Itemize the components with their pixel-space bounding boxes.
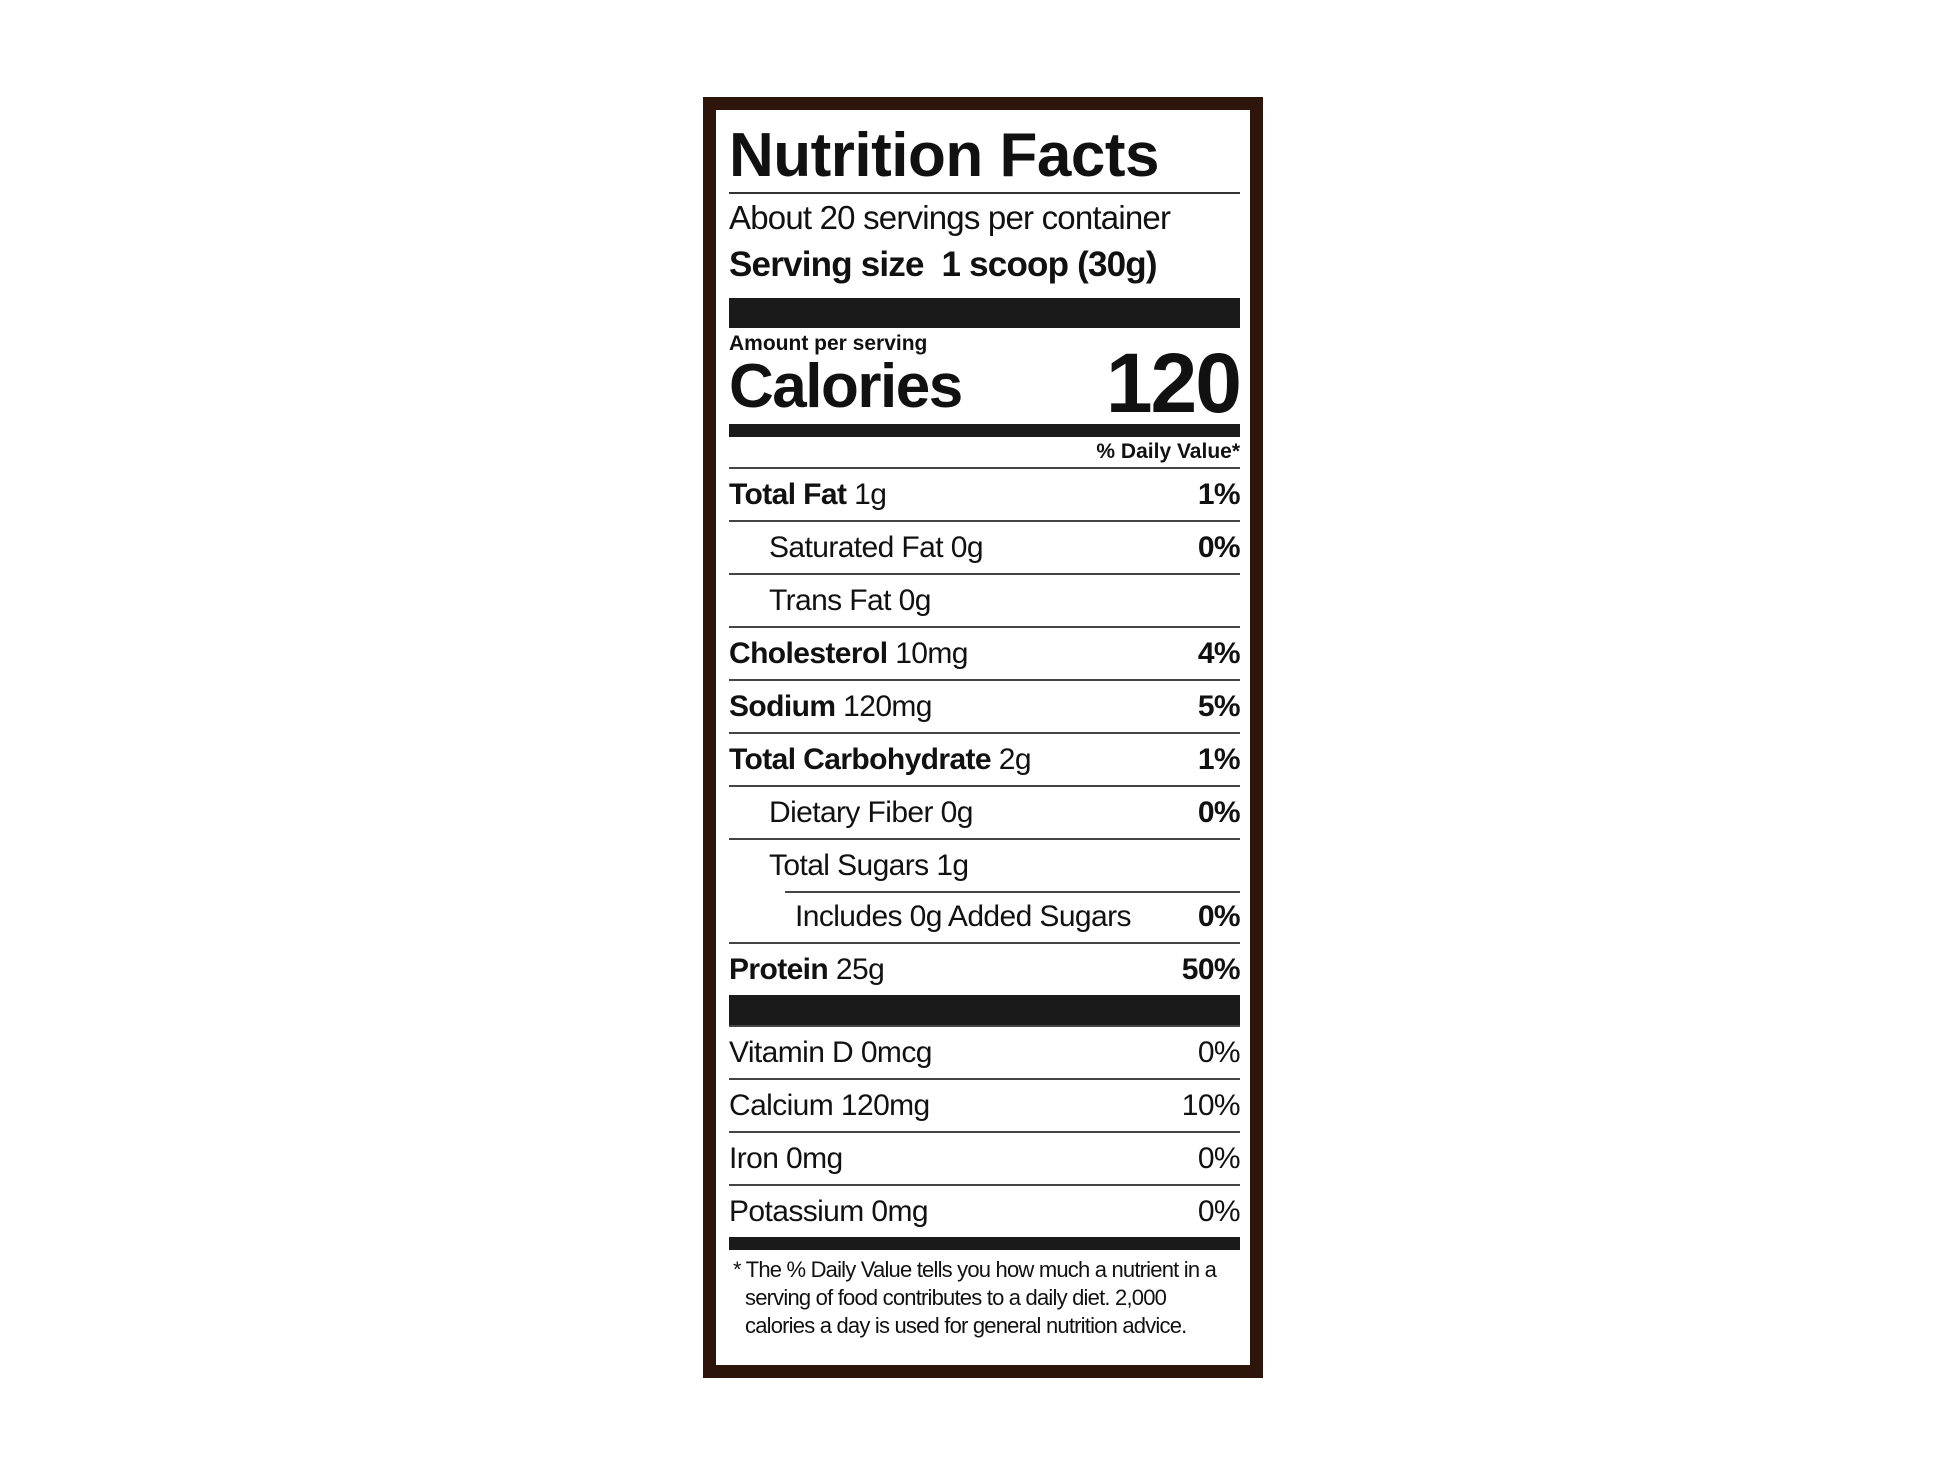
daily-value-header: % Daily Value* xyxy=(1096,440,1240,463)
footnote: * The % Daily Value tells you how much a… xyxy=(733,1257,1217,1338)
nutrient-row: Calcium 120mg 10% xyxy=(729,1078,1241,1131)
nutrient: Protein 25g xyxy=(729,952,885,987)
daily-value: 0% xyxy=(1197,795,1241,829)
nutrient-row: Total Carbohydrate 2g 1% xyxy=(729,732,1241,785)
label-content: Nutrition Facts About 20 servings per co… xyxy=(729,120,1242,1340)
daily-value: 0% xyxy=(1197,899,1241,933)
calories: Calories 120 xyxy=(729,341,1242,425)
thick-rule xyxy=(729,995,1240,1025)
serving-size-label: Serving size xyxy=(729,245,924,284)
nutrient-row: Saturated Fat 0g 0% xyxy=(729,520,1241,573)
amount-per-serving: Amount per serving xyxy=(729,332,928,355)
daily-value: 0% xyxy=(1197,1035,1241,1069)
nutrient-amount: 2g xyxy=(998,742,1032,776)
nutrient-name: Protein xyxy=(729,952,829,986)
nutrient-row: Trans Fat 0g xyxy=(729,573,1240,626)
nutrient-amount: 1g xyxy=(854,477,887,511)
nutrient-row: Potassium 0mg 0% xyxy=(729,1184,1241,1237)
nutrient-name: Iron xyxy=(729,1141,779,1175)
nutrient-row: Includes 0g Added Sugars 0% xyxy=(729,891,1241,942)
nutrient: Total Sugars 1g xyxy=(769,848,969,883)
nutrient-amount: 10mg xyxy=(895,636,968,670)
nutrient-amount: 0g xyxy=(950,530,984,564)
servings: About 20 servings per container xyxy=(729,199,1171,236)
calories-value: 120 xyxy=(1105,336,1242,430)
nutrient-row: Sodium 120mg 5% xyxy=(729,679,1241,732)
nutrient-row: Dietary Fiber 0g 0% xyxy=(729,785,1241,838)
nutrient: Total Fat 1g xyxy=(729,477,887,512)
nutrient: Iron 0mg xyxy=(729,1142,843,1176)
title: Nutrition Facts xyxy=(729,120,1240,194)
calories-label: Calories xyxy=(729,352,963,421)
nutrient-row: Cholesterol 10mg 4% xyxy=(729,626,1241,679)
daily-value: 50% xyxy=(1181,952,1241,986)
nutrient-amount: 0mg xyxy=(786,1141,843,1175)
nutrient-name: Calcium xyxy=(729,1088,834,1122)
nutrient: Potassium 0mg xyxy=(729,1194,929,1229)
nutrient-row: Total Fat 1g 1% xyxy=(729,467,1241,520)
nutrient: Trans Fat 0g xyxy=(769,584,931,618)
serving-size: Serving size 1 scoop (30g) xyxy=(729,242,1240,288)
nutrient-row: Iron 0mg 0% xyxy=(729,1131,1241,1184)
nutrient-amount: 0g xyxy=(898,583,932,617)
nutrient-row: Protein 25g 50% xyxy=(729,942,1241,995)
nutrient-row: Total Sugars 1g xyxy=(729,838,1240,891)
nutrient-name: Dietary Fiber xyxy=(769,795,934,829)
medium-rule xyxy=(729,1237,1240,1250)
vitamins: Vitamin D 0mcg 0% Calcium 120mg 10% Iron 0mg… xyxy=(729,1025,1241,1237)
nutrient-amount: 0mg xyxy=(871,1194,928,1228)
nutrient: Vitamin D 0mcg xyxy=(729,1036,932,1070)
nutrient-row: Vitamin D 0mcg 0% xyxy=(729,1025,1241,1078)
nutrient-name: Cholesterol xyxy=(729,636,888,670)
nutrient-amount: 0mcg xyxy=(860,1035,933,1069)
daily-value: 0% xyxy=(1197,1194,1241,1228)
daily-value: 4% xyxy=(1197,636,1241,670)
nutrition-label: Nutrition Facts About 20 servings per co… xyxy=(703,97,1263,1378)
nutrient: Total Carbohydrate 2g xyxy=(729,742,1032,777)
nutrient-amount: 120mg xyxy=(843,689,932,723)
nutrient-name: Saturated Fat xyxy=(769,530,944,564)
nutrient-amount: 0g xyxy=(940,795,974,829)
daily-value: 5% xyxy=(1197,689,1241,723)
nutrient-name: Trans Fat xyxy=(769,583,891,617)
nutrient-name: Total Fat xyxy=(729,477,847,511)
nutrient-amount: 1g xyxy=(936,848,969,882)
daily-value: 1% xyxy=(1197,477,1241,511)
nutrient-name: Includes 0g Added Sugars xyxy=(795,899,1131,933)
nutrient: Includes 0g Added Sugars xyxy=(795,900,1131,934)
nutrient-amount: 120mg xyxy=(840,1088,930,1122)
nutrient: Dietary Fiber 0g xyxy=(769,796,973,830)
daily-value: 1% xyxy=(1197,742,1241,776)
nutrient-amount: 25g xyxy=(835,952,885,986)
serving-size-value: 1 scoop (30g) xyxy=(941,245,1158,284)
nutrient-name: Total Sugars xyxy=(769,848,929,882)
thick-rule xyxy=(729,298,1240,328)
daily-value: 0% xyxy=(1197,1141,1241,1175)
medium-rule xyxy=(729,424,1240,437)
nutrient: Calcium 120mg xyxy=(729,1089,930,1123)
nutrient-name: Potassium xyxy=(729,1194,864,1228)
nutrient-name: Sodium xyxy=(729,689,836,723)
daily-value: 0% xyxy=(1197,530,1241,564)
nutrient: Cholesterol 10mg xyxy=(729,637,968,671)
daily-value: 10% xyxy=(1181,1088,1241,1122)
nutrient-name: Total Carbohydrate xyxy=(729,742,992,776)
nutrient: Saturated Fat 0g xyxy=(769,530,984,565)
nutrients: Total Fat 1g 1% Saturated Fat 0g 0% Trans Fa… xyxy=(729,467,1241,995)
nutrient-name: Vitamin D xyxy=(729,1035,854,1069)
nutrient: Sodium 120mg xyxy=(729,690,932,724)
